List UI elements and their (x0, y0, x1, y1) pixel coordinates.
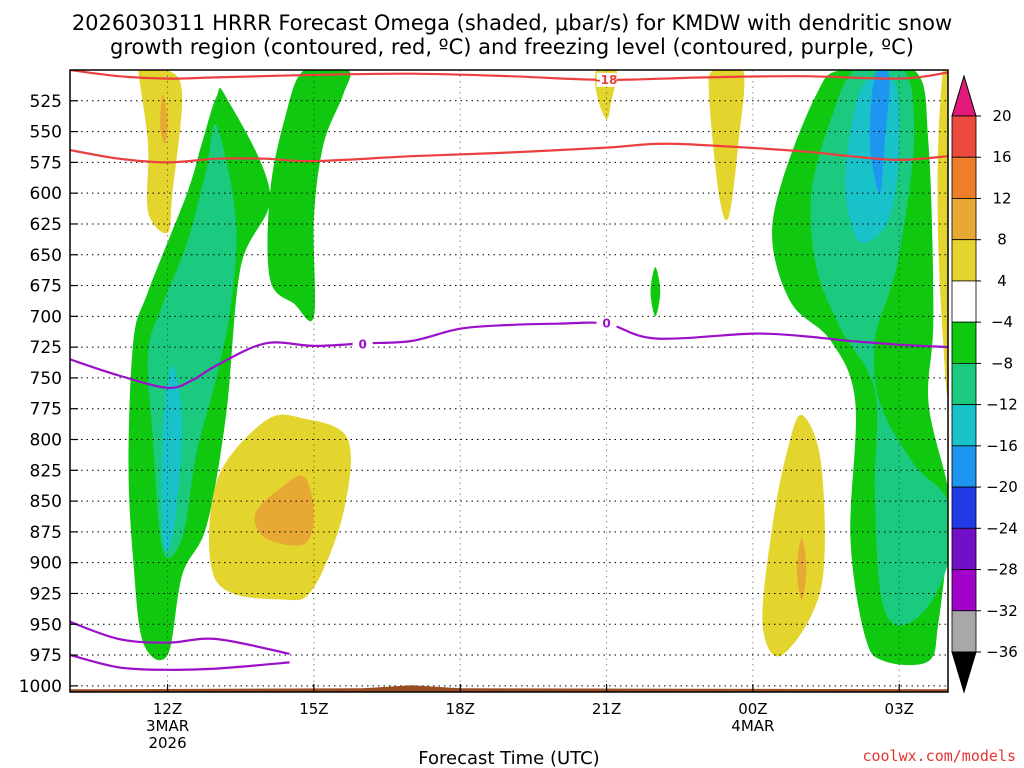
colorbar-label: −8 (991, 354, 1013, 372)
omega-shaded-region-5 (267, 70, 351, 322)
y-tick-label: 1000 (19, 677, 62, 697)
x-tick-label: 15Z (299, 700, 328, 718)
omega-shaded-region-10 (708, 70, 745, 221)
colorbar-min-triangle (951, 651, 977, 694)
colorbar: 20 16 12 8 4 −4 −8 −12 −16 −20 −24 −28 −32 −36 (951, 74, 1018, 694)
colorbar-label: −28 (986, 561, 1018, 579)
plot-area: -18 0 0 (69, 69, 949, 693)
plot-frame (69, 69, 949, 693)
y-tick-label: 675 (30, 277, 62, 297)
y-tick-label: 950 (30, 615, 62, 635)
y-tick-label: 750 (30, 369, 62, 389)
omega-shaded-region-9 (650, 267, 661, 317)
colorbar-bin (951, 239, 977, 282)
colorbar-label: −36 (986, 643, 1018, 661)
colorbar-bin (951, 527, 977, 570)
x-tick-label: 21Z (592, 700, 621, 718)
dendritic-growth-contour-1 (70, 142, 948, 164)
y-tick-label: 775 (30, 400, 62, 420)
chart-title-line-1: 2026030311 HRRR Forecast Omega (shaded, … (72, 11, 952, 35)
dendritic-growth-label-bg (596, 72, 617, 87)
x-tick-sublabel: 3MAR (146, 717, 189, 735)
y-tick-label: 875 (30, 523, 62, 543)
colorbar-bin (951, 198, 977, 241)
colorbar-bin (951, 445, 977, 488)
colorbar-bin (951, 321, 977, 364)
y-tick-label: 625 (30, 215, 62, 235)
colorbar-max-triangle (951, 74, 977, 117)
y-tick-label: 800 (30, 431, 62, 451)
y-tick-label: 975 (30, 646, 62, 666)
y-tick-label: 550 (30, 123, 62, 143)
dendritic-growth-contour-label: -18 (596, 73, 618, 87)
y-tick-label: 600 (30, 184, 62, 204)
y-tick-label: 650 (30, 246, 62, 266)
colorbar-label: 16 (992, 148, 1011, 166)
y-tick-label: 700 (30, 307, 62, 327)
omega-shaded-region-17 (884, 463, 930, 583)
y-tick-label: 925 (30, 584, 62, 604)
freezing-level-contour-label: 0 (358, 338, 366, 352)
x-tick-sublabel: 4MAR (731, 717, 774, 735)
colorbar-label: 12 (992, 189, 1011, 207)
x-tick-label: 18Z (446, 700, 475, 718)
colorbar-bin (951, 569, 977, 612)
y-tick-label: 900 (30, 554, 62, 574)
colorbar-bin (951, 156, 977, 199)
gridlines (70, 70, 948, 692)
omega-shaded-region-0 (138, 70, 183, 234)
omega-shaded-region-1 (160, 94, 168, 144)
colorbar-label: −12 (986, 396, 1018, 414)
colorbar-label: −4 (991, 313, 1013, 331)
y-tick-label: 725 (30, 338, 62, 358)
colorbar-label: −20 (986, 478, 1018, 496)
colorbar-bin (951, 115, 977, 158)
omega-shaded-region-4 (161, 365, 183, 552)
x-tick-label: 12Z (153, 700, 182, 718)
y-axis: 525 550 575 600 625 650 675 700 725 750 775 800 825 8… (19, 92, 78, 697)
freezing-level-contour-2 (70, 620, 290, 655)
colorbar-bin (951, 404, 977, 447)
colorbar-bin (951, 280, 977, 323)
freezing-level-contour-label: 0 (602, 317, 610, 331)
x-tick-sublabel: 2026 (148, 734, 186, 752)
freezing-level-label-bg (352, 337, 373, 352)
credit-link[interactable]: coolwx.com/models (862, 747, 1016, 765)
dendritic-growth-contour-0 (70, 70, 948, 82)
y-tick-label: 850 (30, 492, 62, 512)
chart-title-line-2: growth region (contoured, red, ºC) and f… (110, 35, 914, 59)
omega-shaded-region-18 (937, 70, 948, 395)
omega-shaded-region-7 (254, 475, 314, 546)
x-tick-label: 00Z (738, 700, 767, 718)
y-tick-label: 825 (30, 461, 62, 481)
terrain-fill (70, 685, 948, 692)
colorbar-label: 4 (997, 272, 1007, 290)
y-tick-label: 525 (30, 92, 62, 112)
colorbar-bin (951, 486, 977, 529)
freezing-level-label-bg (596, 316, 617, 331)
colorbar-bin (951, 610, 977, 653)
x-axis-label: Forecast Time (UTC) (418, 748, 599, 768)
colorbar-bin (951, 362, 977, 406)
omega-shaded-region-12 (796, 538, 807, 600)
x-tick-label: 03Z (885, 700, 914, 718)
colorbar-label: −32 (986, 602, 1018, 620)
freezing-level-contour-3 (70, 653, 290, 671)
omega-shading (128, 70, 948, 666)
contour-lines: -18 0 0 (70, 70, 948, 671)
y-tick-label: 575 (30, 153, 62, 173)
terrain-surface (70, 685, 948, 692)
colorbar-label: 8 (997, 231, 1007, 249)
colorbar-label: −24 (986, 519, 1018, 537)
colorbar-label: −16 (986, 437, 1018, 455)
freezing-level-contour-0 (70, 321, 948, 389)
colorbar-label: 20 (992, 107, 1011, 125)
omega-shaded-region-11 (762, 414, 825, 657)
